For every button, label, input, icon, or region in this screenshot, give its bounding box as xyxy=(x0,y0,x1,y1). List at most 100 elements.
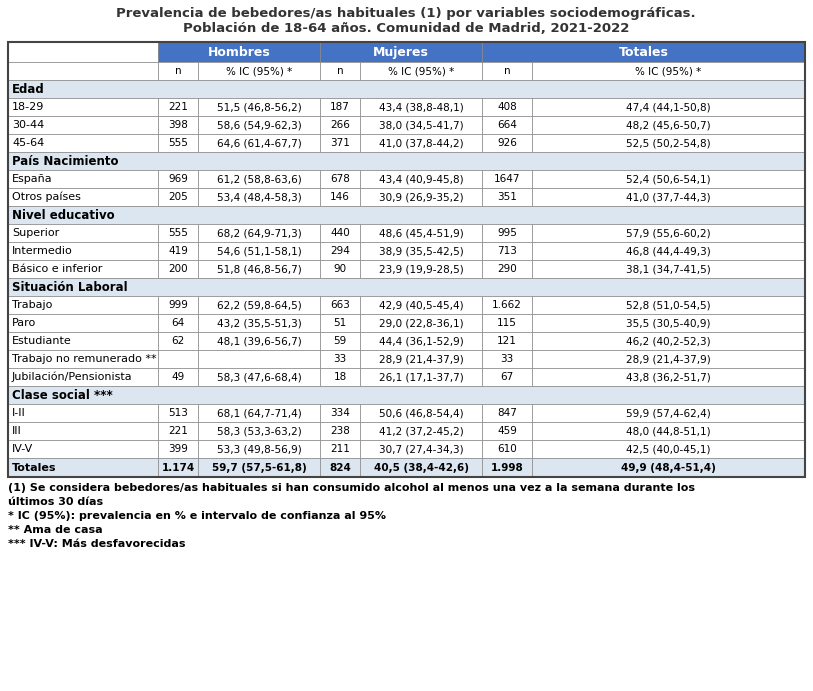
Bar xyxy=(8,260,158,278)
Text: 68,1 (64,7-71,4): 68,1 (64,7-71,4) xyxy=(216,408,302,418)
Bar xyxy=(8,404,158,422)
Bar xyxy=(8,224,158,242)
Bar xyxy=(482,188,532,206)
Text: Edad: Edad xyxy=(12,82,45,95)
Text: 53,3 (49,8-56,9): 53,3 (49,8-56,9) xyxy=(216,444,302,454)
Text: 59,7 (57,5-61,8): 59,7 (57,5-61,8) xyxy=(211,462,307,473)
Text: 351: 351 xyxy=(497,192,517,202)
Text: 121: 121 xyxy=(497,336,517,346)
Bar xyxy=(532,404,805,422)
Bar xyxy=(8,170,158,188)
Bar xyxy=(158,404,198,422)
Text: 266: 266 xyxy=(330,120,350,130)
Bar xyxy=(482,440,532,458)
Text: 62,2 (59,8-64,5): 62,2 (59,8-64,5) xyxy=(216,300,302,310)
Bar xyxy=(482,404,532,422)
Bar xyxy=(482,62,532,80)
Text: n: n xyxy=(175,66,181,76)
Text: 49,9 (48,4-51,4): 49,9 (48,4-51,4) xyxy=(621,462,716,473)
Text: 52,4 (50,6-54,1): 52,4 (50,6-54,1) xyxy=(626,174,711,184)
Bar xyxy=(482,116,532,134)
Text: 52,8 (51,0-54,5): 52,8 (51,0-54,5) xyxy=(626,300,711,310)
Text: 48,2 (45,6-50,7): 48,2 (45,6-50,7) xyxy=(626,120,711,130)
Bar xyxy=(8,368,158,386)
Text: 28,9 (21,4-37,9): 28,9 (21,4-37,9) xyxy=(379,354,463,364)
Text: 995: 995 xyxy=(497,228,517,238)
Bar xyxy=(482,42,805,62)
Bar xyxy=(198,368,320,386)
Bar xyxy=(360,314,482,332)
Bar xyxy=(532,134,805,152)
Bar xyxy=(320,134,360,152)
Text: 408: 408 xyxy=(497,102,517,112)
Bar xyxy=(532,62,805,80)
Text: 41,0 (37,7-44,3): 41,0 (37,7-44,3) xyxy=(626,192,711,202)
Bar xyxy=(158,458,198,477)
Text: 43,4 (38,8-48,1): 43,4 (38,8-48,1) xyxy=(379,102,463,112)
Text: 334: 334 xyxy=(330,408,350,418)
Text: 713: 713 xyxy=(497,246,517,256)
Bar xyxy=(320,368,360,386)
Text: 678: 678 xyxy=(330,174,350,184)
Text: Totales: Totales xyxy=(619,46,668,59)
Bar xyxy=(320,62,360,80)
Bar xyxy=(360,98,482,116)
Text: 43,2 (35,5-51,3): 43,2 (35,5-51,3) xyxy=(216,318,302,328)
Text: Totales: Totales xyxy=(12,462,56,473)
Text: 555: 555 xyxy=(168,228,188,238)
Text: 211: 211 xyxy=(330,444,350,454)
Bar xyxy=(360,332,482,350)
Bar xyxy=(8,296,158,314)
Text: % IC (95%) *: % IC (95%) * xyxy=(388,66,454,76)
Text: 48,0 (44,8-51,1): 48,0 (44,8-51,1) xyxy=(626,426,711,436)
Text: 51: 51 xyxy=(333,318,346,328)
Bar xyxy=(320,296,360,314)
Text: 513: 513 xyxy=(168,408,188,418)
Text: 68,2 (64,9-71,3): 68,2 (64,9-71,3) xyxy=(216,228,302,238)
Bar xyxy=(360,296,482,314)
Text: 290: 290 xyxy=(497,264,517,274)
Text: 459: 459 xyxy=(497,426,517,436)
Text: 59: 59 xyxy=(333,336,346,346)
Text: 35,5 (30,5-40,9): 35,5 (30,5-40,9) xyxy=(626,318,711,328)
Text: Trabajo: Trabajo xyxy=(12,300,52,310)
Bar xyxy=(320,42,482,62)
Text: 51,5 (46,8-56,2): 51,5 (46,8-56,2) xyxy=(216,102,302,112)
Text: 33: 33 xyxy=(500,354,514,364)
Bar xyxy=(532,296,805,314)
Text: 999: 999 xyxy=(168,300,188,310)
Text: 38,0 (34,5-41,7): 38,0 (34,5-41,7) xyxy=(379,120,463,130)
Bar xyxy=(532,314,805,332)
Bar xyxy=(198,350,320,368)
Bar xyxy=(482,350,532,368)
Bar xyxy=(158,440,198,458)
Bar xyxy=(198,134,320,152)
Bar xyxy=(532,242,805,260)
Text: País Nacimiento: País Nacimiento xyxy=(12,155,119,167)
Bar xyxy=(8,42,158,62)
Bar xyxy=(320,116,360,134)
Bar xyxy=(8,80,805,98)
Text: 38,9 (35,5-42,5): 38,9 (35,5-42,5) xyxy=(379,246,463,256)
Bar xyxy=(360,224,482,242)
Text: 59,9 (57,4-62,4): 59,9 (57,4-62,4) xyxy=(626,408,711,418)
Text: 41,0 (37,8-44,2): 41,0 (37,8-44,2) xyxy=(379,138,463,148)
Text: 18-29: 18-29 xyxy=(12,102,45,112)
Text: 926: 926 xyxy=(497,138,517,148)
Text: Básico e inferior: Básico e inferior xyxy=(12,264,102,274)
Text: Prevalencia de bebedores/as habituales (1) por variables sociodemográficas.: Prevalencia de bebedores/as habituales (… xyxy=(116,7,696,20)
Bar xyxy=(198,188,320,206)
Bar xyxy=(198,404,320,422)
Text: 53,4 (48,4-58,3): 53,4 (48,4-58,3) xyxy=(216,192,302,202)
Text: 398: 398 xyxy=(168,120,188,130)
Text: Jubilación/Pensionista: Jubilación/Pensionista xyxy=(12,372,133,382)
Text: * IC (95%): prevalencia en % e intervalo de confianza al 95%: * IC (95%): prevalencia en % e intervalo… xyxy=(8,511,386,521)
Text: Superior: Superior xyxy=(12,228,59,238)
Bar xyxy=(158,296,198,314)
Bar xyxy=(8,206,805,224)
Bar xyxy=(198,422,320,440)
Bar xyxy=(320,224,360,242)
Bar xyxy=(158,116,198,134)
Bar xyxy=(482,224,532,242)
Bar xyxy=(532,332,805,350)
